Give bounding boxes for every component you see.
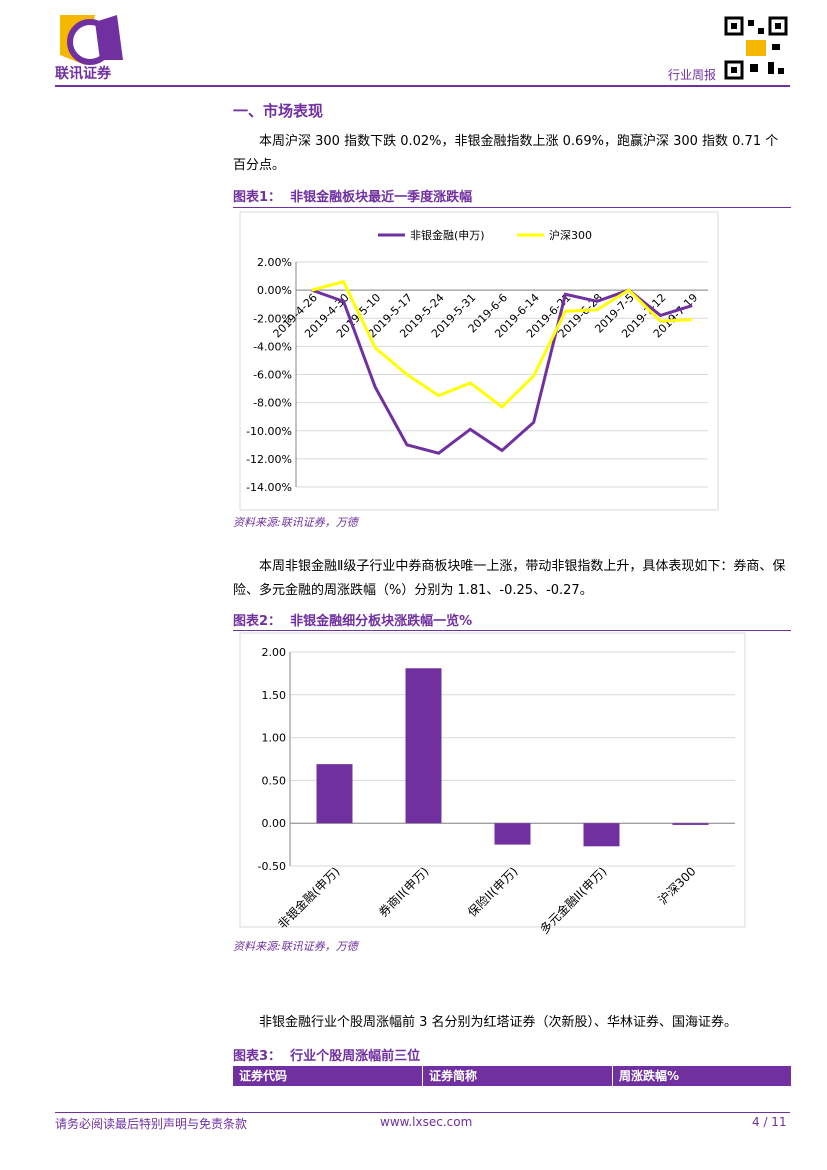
source-note: 资料来源:联讯证券，万德 <box>233 516 358 529</box>
y-tick-label: -6.00% <box>253 369 292 382</box>
figure-caption: 图表1： 非银金融板块最近一季度涨跌幅 <box>233 186 472 205</box>
figure-label: 图表2： <box>233 614 282 629</box>
y-tick-label: 0.00 <box>262 817 287 830</box>
bar <box>316 764 353 824</box>
figure-caption: 图表3： 行业个股周涨幅前三位 <box>233 1045 420 1064</box>
logo: 联讯证券 <box>55 15 123 80</box>
disclaimer: 请务必阅读最后特别声明与免责条款 <box>55 1117 248 1131</box>
y-tick-label: 0.00% <box>257 284 292 297</box>
section-title: 一、市场表现 <box>233 102 324 120</box>
figure-title: 非银金融细分板块涨跌幅一览% <box>290 614 473 629</box>
header-rule <box>55 85 790 87</box>
figure-label: 图表1： <box>233 190 282 205</box>
legend-label: 非银金融(申万) <box>410 228 485 242</box>
y-tick-label: -4.00% <box>253 340 292 353</box>
figure-title: 非银金融板块最近一季度涨跌幅 <box>290 190 473 205</box>
y-tick-label: 2.00% <box>257 256 292 269</box>
footer-rule <box>55 1112 790 1113</box>
report-type: 行业周报 <box>668 68 717 82</box>
figure-caption: 图表2： 非银金融细分板块涨跌幅一览% <box>233 610 472 629</box>
bar <box>583 823 620 847</box>
figure-label: 图表3： <box>233 1049 282 1064</box>
paragraph: 非银金融行业个股周涨幅前 3 名分别为红塔证券（次新股）、华林证券、国海证券。 <box>259 1015 738 1030</box>
paragraph: 本周非银金融Ⅱ级子行业中券商板块唯一上涨，带动非银指数上升，具体表现如下：券商、… <box>233 559 786 598</box>
legend-label: 沪深300 <box>549 228 592 242</box>
bar <box>494 823 531 845</box>
column-header: 周涨跌幅% <box>619 1069 680 1083</box>
caption-rule <box>233 630 791 631</box>
y-tick-label: -0.50 <box>258 860 286 873</box>
y-tick-label: 1.50 <box>262 689 287 702</box>
line <box>311 279 693 409</box>
website: www.lxsec.com <box>380 1115 473 1129</box>
y-tick-label: -10.00% <box>246 425 292 438</box>
company-name: 联讯证券 <box>55 65 112 80</box>
y-tick-label: 0.50 <box>262 774 287 787</box>
source-note: 资料来源:联讯证券，万德 <box>233 940 358 953</box>
bar <box>672 823 709 825</box>
y-tick-label: -2.00% <box>253 312 292 325</box>
caption-rule <box>233 207 791 208</box>
y-tick-label: -12.00% <box>246 453 292 466</box>
page-number: 4 / 11 <box>752 1115 787 1129</box>
figure-title: 行业个股周涨幅前三位 <box>290 1049 421 1064</box>
y-tick-label: -8.00% <box>253 397 292 410</box>
y-tick-label: -14.00% <box>246 481 292 494</box>
bar <box>405 668 442 824</box>
column-header: 证券代码 <box>233 1066 423 1086</box>
y-tick-label: 1.00 <box>262 732 287 745</box>
qr-code <box>724 16 788 80</box>
y-tick-label: 2.00 <box>262 646 287 659</box>
table-header: 证券代码 证券简称 周涨跌幅% <box>233 1066 791 1086</box>
column-header: 证券简称 <box>423 1066 613 1086</box>
paragraph: 本周沪深 300 指数下跌 0.02%，非银金融指数上涨 0.69%，跑赢沪深 … <box>233 134 779 173</box>
